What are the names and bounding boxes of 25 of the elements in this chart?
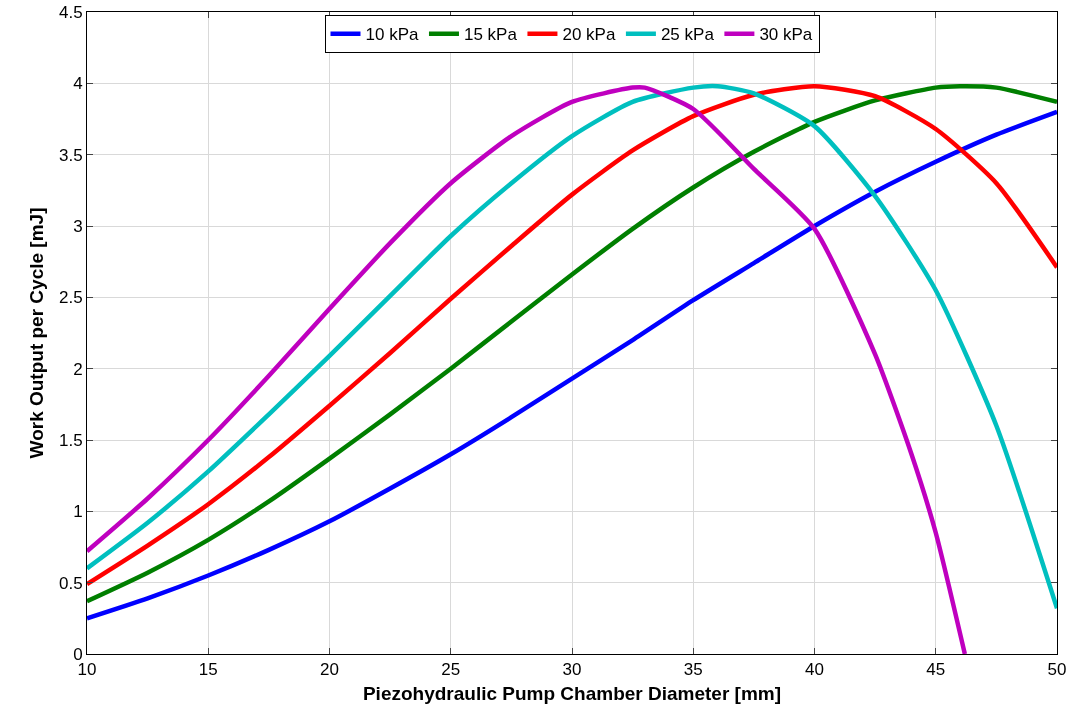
x-tick-label: 40 — [805, 660, 824, 680]
y-tick-label: 3.5 — [58, 145, 83, 165]
y-tick-label: 4 — [73, 74, 83, 94]
legend-label: 10 kPa — [365, 25, 419, 45]
y-tick-label: 1 — [73, 502, 83, 522]
y-tick-label: 0.5 — [58, 573, 83, 593]
legend-label: 15 kPa — [463, 25, 518, 45]
y-tick-label: 1.5 — [58, 430, 83, 450]
x-tick-label: 20 — [320, 660, 339, 680]
x-axis-title: Piezohydraulic Pump Chamber Diameter [mm] — [362, 683, 782, 705]
y-axis-title: Work Output per Cycle [mJ] — [25, 207, 47, 459]
legend-label: 30 kPa — [759, 25, 813, 45]
y-tick-label: 4.5 — [58, 2, 83, 22]
y-tick-label: 2 — [73, 359, 83, 379]
x-tick-label: 50 — [1047, 660, 1067, 680]
line-series — [87, 85, 968, 654]
x-tick-label: 35 — [683, 660, 703, 680]
y-tick-label: 3 — [73, 216, 83, 236]
x-tick-label: 15 — [198, 660, 218, 680]
legend-label: 20 kPa — [562, 25, 616, 45]
x-tick-label: 45 — [926, 660, 946, 680]
x-tick-label: 25 — [441, 660, 461, 680]
x-tick-label: 30 — [562, 660, 582, 680]
y-tick-label: 2.5 — [58, 288, 83, 308]
legend-label: 25 kPa — [660, 25, 715, 45]
